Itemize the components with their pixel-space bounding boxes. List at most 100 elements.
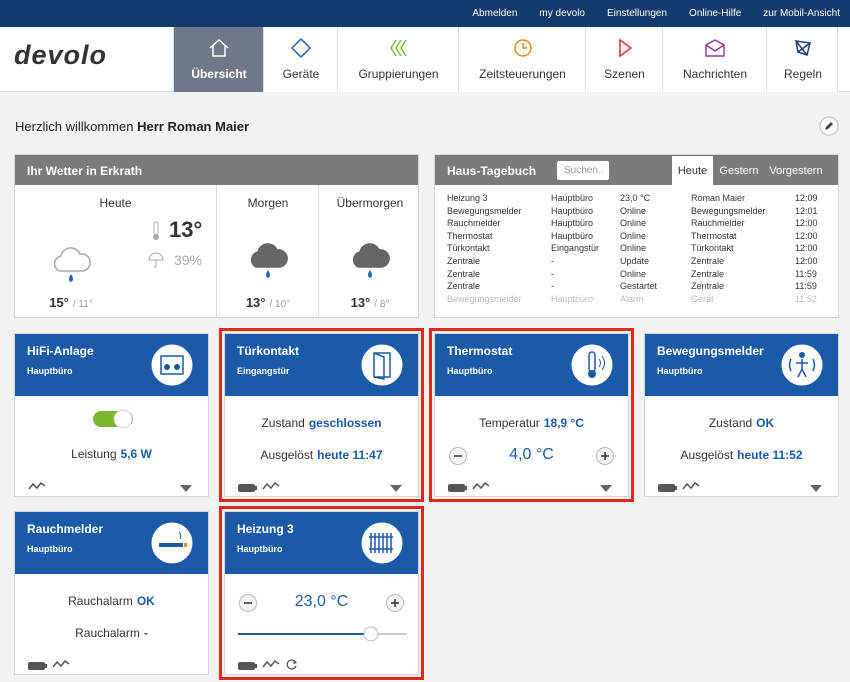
diary-cell: Hauptbüro — [551, 293, 594, 304]
nav-label[interactable]: Gruppierungen — [358, 67, 439, 81]
nav-item[interactable]: Zeitsteuerungen — [458, 27, 585, 92]
top-link[interactable]: Abmelden — [472, 8, 518, 19]
device-card: Heizung 3 Hauptbüro 23,0 °C — [224, 511, 419, 675]
device-card: HiFi-Anlage Hauptbüro Leistung 5,6 W — [14, 333, 209, 497]
nav-label[interactable]: Szenen — [604, 67, 645, 81]
day-label: Übermorgen — [336, 196, 404, 210]
diary-cell: 12:00 — [795, 218, 818, 229]
device-card: Türkontakt Eingangstür Zustand geschlossen A… — [224, 333, 419, 497]
weather-day: Übermorgen 13°/ 8° — [318, 185, 420, 318]
expand-arrow-graphic — [180, 485, 192, 492]
weather-icon — [49, 241, 93, 285]
diary-cell: Hauptbüro — [551, 218, 594, 229]
diary-cell: Alarm — [620, 293, 644, 304]
temp-low: / 11° — [72, 299, 93, 310]
day-label: Heute — [99, 196, 132, 210]
nav-item[interactable]: Geräte — [263, 27, 337, 92]
rain-chance: 39% — [174, 252, 203, 268]
diary-panel-header — [435, 155, 838, 185]
weather-icon-graphic — [352, 243, 390, 278]
decrease-button-graphic — [239, 594, 257, 612]
status-label: Leistung — [71, 447, 117, 461]
expand-arrow[interactable] — [600, 480, 612, 492]
diary-cell: Roman Maier — [691, 193, 746, 203]
expand-arrow[interactable] — [810, 480, 822, 492]
weather-day: Morgen 13°/ 10° — [216, 185, 318, 318]
nav-item[interactable]: Szenen — [585, 27, 662, 92]
status-value: 18,9 °C — [543, 416, 584, 430]
battery-icon-graphic — [28, 662, 47, 670]
nav-label[interactable]: Zeitsteuerungen — [479, 67, 566, 81]
nav-item[interactable]: Übersicht — [173, 27, 263, 92]
top-link[interactable]: Einstellungen — [607, 8, 668, 19]
slider[interactable] — [237, 624, 409, 644]
battery-icon-graphic — [448, 484, 467, 492]
logo[interactable]: devolo — [14, 40, 108, 70]
history-icon[interactable] — [262, 479, 282, 491]
nav-item[interactable]: Nachrichten — [662, 27, 766, 92]
diary-cell: - — [551, 256, 554, 266]
diary-cell: 11:52 — [795, 293, 817, 304]
history-icon-graphic — [262, 481, 280, 490]
nav-icon — [704, 37, 726, 59]
history-icon[interactable] — [52, 657, 72, 669]
device-card: Rauchmelder Hauptbüro Rauchalarm OK Rauchala… — [14, 511, 209, 675]
diary-cell: Zentrale — [447, 281, 481, 292]
diary-cell: Rauchmelder — [691, 218, 745, 229]
status-label: Rauchalarm — [75, 626, 140, 640]
expand-arrow[interactable] — [180, 480, 192, 492]
diary-cell: 12:09 — [795, 193, 818, 203]
status-value: - — [143, 626, 148, 640]
nav-label[interactable]: Nachrichten — [682, 67, 748, 81]
diary-cell: Türkontakt — [691, 243, 734, 254]
temp-low: / 8° — [374, 299, 390, 310]
status-label: Zustand — [708, 416, 753, 430]
history-icon[interactable] — [28, 479, 48, 491]
history-icon[interactable] — [682, 479, 702, 491]
diary-cell: Türkontakt — [447, 243, 490, 254]
nav-label[interactable]: Geräte — [282, 67, 320, 81]
device-icon — [780, 343, 824, 387]
diary-cell: Bewegungsmelder — [691, 205, 766, 216]
history-icon[interactable] — [262, 657, 282, 669]
nav-icon — [792, 37, 814, 59]
nav-item[interactable]: Regeln — [766, 27, 838, 92]
top-link[interactable]: zur Mobil-Ansicht — [763, 8, 840, 19]
expand-arrow[interactable] — [390, 480, 402, 492]
diary-cell: Thermostat — [447, 230, 493, 241]
diary-cell: 11:59 — [795, 268, 817, 279]
search-input[interactable]: Suchen.. — [557, 161, 609, 180]
umbrella-icon-graphic — [148, 252, 164, 268]
increase-button[interactable] — [595, 446, 615, 466]
toggle-switch[interactable] — [92, 409, 134, 429]
device-card: Bewegungsmelder Hauptbüro Zustand OK Ausgelö… — [644, 333, 839, 497]
weather-icon — [348, 237, 392, 281]
diary-tab[interactable]: Gestern — [719, 165, 759, 177]
status-line: Rauchalarm - — [15, 626, 208, 640]
highlight-frame — [219, 506, 424, 680]
history-icon-graphic — [28, 481, 46, 490]
nav-label[interactable]: Übersicht — [191, 67, 247, 81]
device-icon-graphic — [570, 343, 614, 387]
decrease-button[interactable] — [238, 593, 258, 613]
diary-tab[interactable]: Heute — [672, 156, 713, 185]
status-value: heute 11:52 — [737, 448, 803, 462]
refresh-icon[interactable] — [286, 657, 298, 670]
device-icon — [150, 343, 194, 387]
diary-tab[interactable]: Vorgestern — [769, 165, 823, 177]
nav-item[interactable]: Gruppierungen — [337, 27, 458, 92]
increase-button[interactable] — [385, 593, 405, 613]
nav-label[interactable]: Regeln — [783, 67, 823, 81]
status-line: Temperatur 18,9 °C — [435, 416, 628, 430]
history-icon[interactable] — [472, 479, 492, 491]
diary-cell: Gerät — [691, 293, 714, 304]
top-link[interactable]: my devolo — [539, 8, 585, 19]
status-label: Temperatur — [479, 416, 540, 430]
top-link[interactable]: Online-Hilfe — [689, 8, 742, 19]
thermometer-icon-graphic — [153, 221, 159, 240]
temp-high: 15° — [49, 295, 69, 310]
edit-button[interactable] — [819, 116, 839, 136]
weather-day: Heute 15°/ 11° — [15, 185, 216, 318]
decrease-button[interactable] — [448, 446, 468, 466]
